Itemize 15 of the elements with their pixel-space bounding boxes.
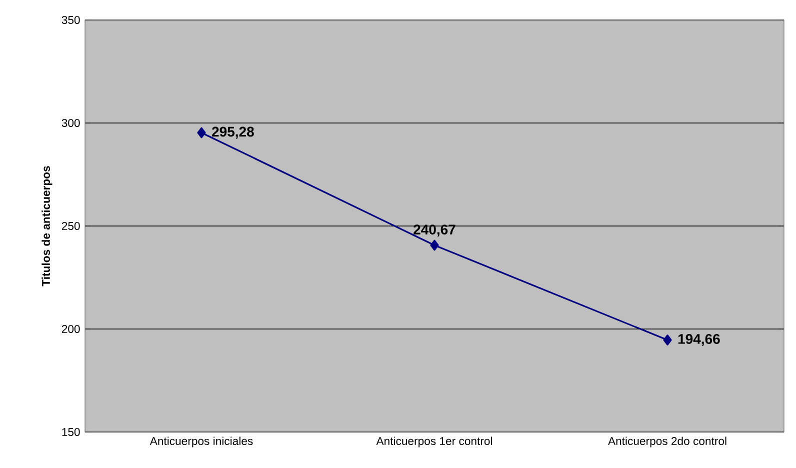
x-tick-label: Anticuerpos 1er control bbox=[376, 436, 492, 448]
y-tick-label: 250 bbox=[62, 222, 80, 230]
y-axis-title: Titulos de anticuerpos bbox=[42, 166, 52, 286]
y-tick-label: 200 bbox=[62, 324, 80, 334]
point bbox=[663, 334, 672, 346]
data-label: 240,67 bbox=[414, 224, 456, 237]
y-tick-label: 150 bbox=[62, 428, 80, 436]
data-label: 295,28 bbox=[212, 126, 254, 139]
y-tick-label: 300 bbox=[62, 118, 80, 127]
x-tick-label: Anticuerpos 2do control bbox=[608, 436, 726, 448]
data-label: 194,66 bbox=[678, 334, 720, 346]
point bbox=[430, 240, 439, 251]
x-tick-label: Anticuerpos iniciales bbox=[150, 436, 253, 448]
point bbox=[197, 127, 206, 138]
y-tick-label: 350 bbox=[62, 16, 80, 24]
